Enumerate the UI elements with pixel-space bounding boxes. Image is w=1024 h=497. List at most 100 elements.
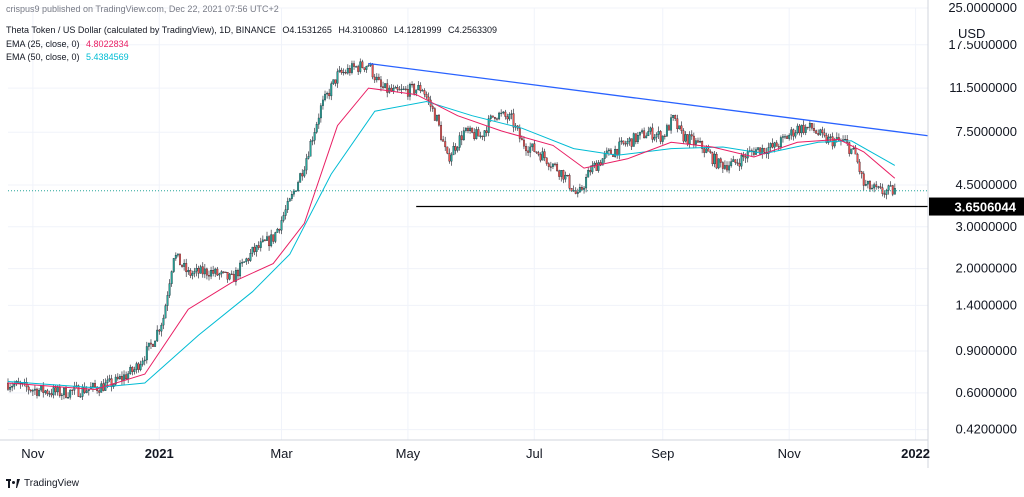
candle-down	[230, 273, 233, 275]
candle-up	[160, 324, 163, 332]
candle-up	[450, 154, 453, 162]
candle-down	[442, 139, 445, 142]
candle-down	[448, 153, 451, 162]
candle-up	[367, 65, 370, 67]
candle-up	[678, 125, 681, 130]
candle-down	[83, 386, 86, 393]
candle-down	[348, 68, 351, 73]
candle-down	[179, 253, 181, 266]
candle-down	[98, 390, 101, 393]
candle-up	[885, 190, 888, 195]
candle-down	[371, 63, 374, 78]
candle-down	[36, 388, 38, 396]
candle-down	[353, 63, 355, 67]
candle-down	[616, 148, 619, 156]
legend-ema25-row[interactable]: EMA (25, close, 0) 4.8022834	[6, 39, 133, 49]
tradingview-brand: TradingView	[24, 478, 80, 489]
candle-down	[566, 174, 569, 177]
candle-up	[804, 126, 807, 133]
candle-down	[328, 92, 331, 97]
candle-up	[162, 317, 165, 326]
candle-up	[56, 386, 59, 393]
candle-down	[775, 142, 778, 147]
candle-down	[197, 268, 200, 274]
candle-down	[29, 389, 32, 392]
candle-up	[452, 146, 455, 156]
last-price-label-bg	[929, 197, 1024, 216]
candle-down	[268, 236, 271, 247]
price-tick-label: 0.4200000	[956, 422, 1017, 437]
candle-down	[759, 147, 762, 155]
tradingview-logo[interactable]: TradingView	[6, 478, 79, 489]
candle-down	[527, 150, 530, 153]
candle-up	[338, 69, 341, 72]
candle-up	[228, 273, 231, 280]
candle-up	[106, 379, 109, 384]
candle-down	[554, 163, 556, 165]
candle-down	[771, 143, 774, 148]
candle-up	[129, 366, 132, 374]
candle-down	[481, 135, 484, 137]
candle-up	[239, 262, 242, 277]
candle-down	[222, 271, 225, 273]
candle-up	[607, 149, 610, 152]
candle-down	[504, 111, 507, 117]
candle-down	[581, 187, 583, 190]
candle-down	[738, 163, 741, 167]
candle-down	[883, 193, 886, 195]
candle-down	[396, 87, 399, 90]
candle-up	[842, 139, 844, 141]
candle-up	[784, 136, 786, 138]
candle-down	[485, 130, 488, 133]
candle-up	[864, 183, 867, 186]
candle-down	[630, 138, 633, 147]
candle-down	[411, 84, 414, 86]
candle-down	[477, 129, 480, 137]
candle-down	[533, 143, 536, 152]
candle-down	[711, 152, 714, 165]
candle-up	[728, 165, 731, 171]
candle-down	[589, 170, 592, 173]
candle-up	[672, 115, 675, 118]
candle-up	[597, 162, 600, 171]
candle-up	[259, 241, 262, 248]
candle-up	[500, 112, 503, 114]
chart-axes: 25.000000017.500000011.50000007.50000004…	[0, 0, 1024, 468]
candle-up	[552, 163, 554, 167]
candle-down	[454, 146, 457, 151]
candle-down	[558, 170, 561, 177]
candle-down	[46, 390, 49, 395]
candle-up	[342, 71, 345, 74]
candle-up	[893, 188, 896, 195]
candle-down	[744, 156, 747, 159]
candle-down	[272, 234, 275, 242]
candle-up	[661, 135, 664, 142]
candle-down	[837, 137, 840, 141]
candle-up	[210, 270, 213, 277]
candle-up	[276, 228, 279, 233]
candle-up	[313, 131, 316, 141]
candle-down	[726, 165, 728, 171]
candle-up	[274, 232, 277, 242]
candle-up	[317, 117, 320, 125]
candle-down	[419, 85, 422, 92]
candle-up	[779, 137, 782, 148]
time-tick-label: Sep	[651, 446, 674, 461]
candle-down	[848, 142, 851, 154]
candle-up	[241, 262, 244, 264]
candle-up	[288, 198, 291, 202]
candle-down	[506, 116, 509, 120]
candle-up	[833, 139, 836, 147]
candle-down	[253, 246, 256, 252]
candle-up	[757, 147, 760, 150]
legend-symbol[interactable]: Theta Token / US Dollar (calculated by T…	[6, 25, 276, 35]
candle-up	[578, 187, 581, 193]
candle-up	[873, 184, 876, 189]
descending-trendline[interactable]	[368, 62, 929, 137]
candle-down	[334, 79, 337, 84]
legend-high: H4.3100860	[338, 25, 388, 35]
legend-ema50-row[interactable]: EMA (50, close, 0) 5.4384569	[6, 52, 133, 62]
candle-up	[421, 90, 424, 92]
